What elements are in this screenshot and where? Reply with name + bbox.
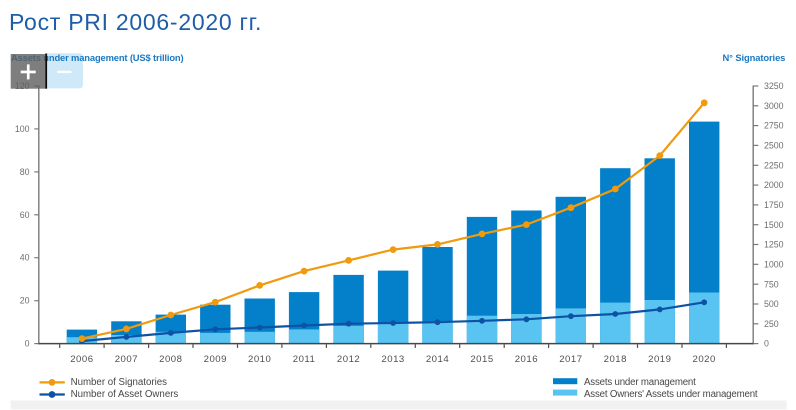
svg-text:2007: 2007 xyxy=(115,354,138,365)
svg-text:60: 60 xyxy=(20,210,30,220)
svg-text:40: 40 xyxy=(20,253,30,263)
svg-text:0: 0 xyxy=(764,339,769,349)
svg-text:80: 80 xyxy=(20,167,30,177)
svg-text:750: 750 xyxy=(764,279,779,289)
svg-text:2750: 2750 xyxy=(764,121,784,131)
svg-text:2000: 2000 xyxy=(764,180,784,190)
svg-text:1250: 1250 xyxy=(764,240,784,250)
svg-text:2015: 2015 xyxy=(470,354,493,365)
svg-text:2020: 2020 xyxy=(693,354,716,365)
svg-text:2500: 2500 xyxy=(764,141,784,151)
svg-text:3000: 3000 xyxy=(764,101,784,111)
svg-text:2016: 2016 xyxy=(515,354,538,365)
svg-text:100: 100 xyxy=(15,124,30,134)
svg-text:1000: 1000 xyxy=(764,259,784,269)
svg-text:2019: 2019 xyxy=(648,354,671,365)
svg-text:500: 500 xyxy=(764,299,779,309)
svg-text:250: 250 xyxy=(764,319,779,329)
svg-text:3250: 3250 xyxy=(764,81,784,91)
svg-text:2014: 2014 xyxy=(426,354,450,365)
svg-text:1500: 1500 xyxy=(764,220,784,230)
svg-text:Asset Owners' Assets under man: Asset Owners' Assets under management xyxy=(584,389,758,400)
svg-text:0: 0 xyxy=(25,339,30,349)
svg-text:Number of Signatories: Number of Signatories xyxy=(71,377,168,388)
svg-text:2011: 2011 xyxy=(293,354,316,365)
svg-text:1750: 1750 xyxy=(764,200,784,210)
svg-text:2010: 2010 xyxy=(248,354,271,365)
svg-text:2250: 2250 xyxy=(764,160,784,170)
svg-text:2017: 2017 xyxy=(559,354,582,365)
svg-text:2008: 2008 xyxy=(159,354,182,365)
svg-text:2018: 2018 xyxy=(604,354,627,365)
svg-text:N° Signatories: N° Signatories xyxy=(723,52,786,63)
svg-text:Assets under management (US$ t: Assets under management (US$ trillion) xyxy=(11,52,183,63)
svg-text:2012: 2012 xyxy=(337,354,360,365)
svg-text:2009: 2009 xyxy=(204,354,227,365)
svg-text:Assets under management: Assets under management xyxy=(584,377,696,388)
svg-text:20: 20 xyxy=(20,296,30,306)
svg-text:2013: 2013 xyxy=(381,354,404,365)
svg-text:2006: 2006 xyxy=(70,354,93,365)
svg-text:Number of Asset Owners: Number of Asset Owners xyxy=(71,389,179,400)
